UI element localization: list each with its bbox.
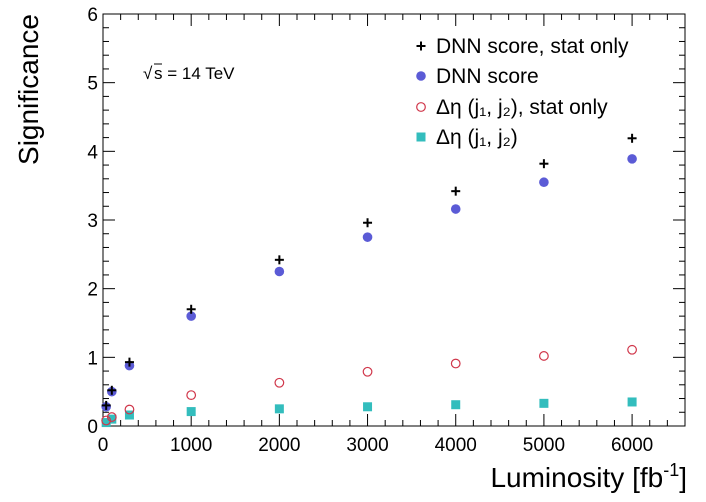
data-point: [186, 390, 197, 401]
data-point: [363, 218, 373, 228]
data-point: [362, 366, 373, 377]
y-tick-label: 4: [87, 142, 98, 163]
y-axis: 0 1 2 3 4 5 6: [87, 5, 685, 438]
legend-marker: [416, 41, 426, 51]
x-tick-label: 2000: [258, 435, 300, 456]
legend-label: DNN score, stat only: [436, 35, 629, 58]
data-point: [450, 204, 461, 214]
data-point: [274, 255, 284, 265]
data-point: [101, 415, 112, 426]
legend-label: Δη (j₁, j₂), stat only: [436, 96, 608, 119]
x-tick-label: 3000: [346, 435, 388, 456]
data-point: [539, 398, 549, 408]
x-axis: 0 1000 2000 3000 4000 5000 6000: [98, 14, 668, 456]
legend-label: Δη (j₁, j₂): [436, 126, 518, 149]
data-point: [106, 412, 117, 422]
data-point: [363, 402, 373, 412]
data-point: [627, 154, 637, 164]
data-point: [274, 377, 285, 388]
data-point: [627, 397, 637, 407]
y-tick-label: 3: [87, 211, 98, 232]
data-point: [450, 358, 461, 369]
data-point: [124, 357, 134, 367]
data-point: [627, 133, 637, 143]
legend-marker: [416, 102, 426, 112]
data-point: [362, 232, 373, 242]
y-tick-label: 2: [87, 280, 98, 301]
legend-label: DNN score: [436, 65, 539, 88]
x-axis-title: Luminosity [fb-1]: [490, 460, 687, 493]
data-point: [186, 304, 196, 314]
data-point: [539, 177, 549, 188]
data-point: [107, 414, 117, 424]
data-point: [539, 159, 549, 169]
data-point: [539, 351, 549, 361]
data-point: [107, 385, 117, 395]
data-point: [101, 418, 111, 428]
y-tick-label: 5: [87, 74, 98, 95]
data-point: [274, 266, 285, 277]
data-point: [124, 410, 134, 420]
energy-annotation: √ s = 14 TeV: [143, 63, 235, 83]
data-point: [451, 186, 461, 196]
y-axis-title: Significance: [13, 14, 44, 165]
x-tick-label: 0: [98, 435, 109, 456]
data-point: [451, 400, 461, 410]
sqrt-symbol: √: [143, 64, 153, 83]
y-tick-label: 0: [87, 417, 98, 438]
data-point: [101, 400, 111, 410]
x-tick-label: 5000: [523, 435, 565, 456]
legend: DNN score, stat only DNN score Δη (j₁, j₂)…: [416, 35, 629, 149]
data-point: [627, 344, 637, 355]
x-tick-label: 1000: [170, 435, 212, 456]
y-tick-label: 6: [87, 5, 98, 26]
legend-marker: [416, 71, 426, 81]
legend-marker: [416, 132, 426, 142]
data-point: [274, 404, 284, 414]
y-tick-label: 1: [87, 348, 98, 369]
data-points: [101, 133, 637, 428]
annotation-text: s = 14 TeV: [154, 64, 235, 83]
x-tick-label: 4000: [435, 435, 477, 456]
data-point: [186, 407, 196, 417]
x-tick-label: 6000: [611, 435, 653, 456]
data-point: [186, 311, 196, 321]
data-point: [124, 404, 135, 415]
